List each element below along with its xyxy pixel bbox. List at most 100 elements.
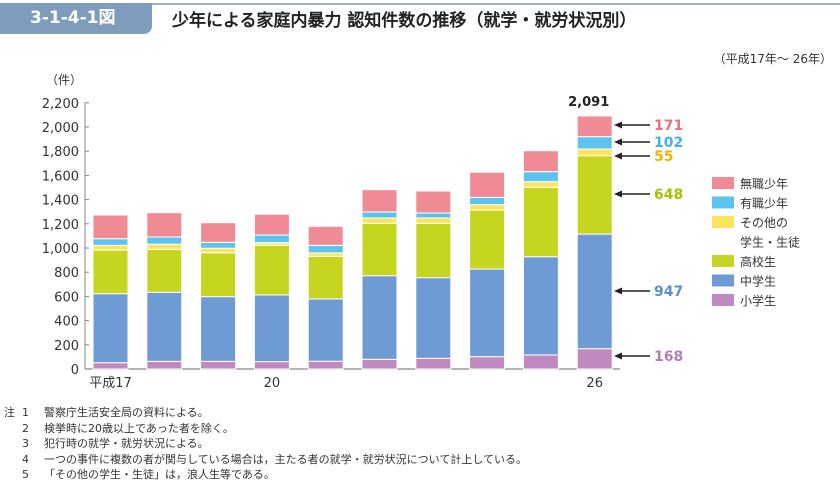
y-tick-label: 1,600 — [42, 169, 79, 184]
header-rule — [0, 3, 840, 5]
note-number: 4 — [22, 452, 29, 466]
bar-segment — [522, 181, 559, 188]
bar-segment — [146, 248, 183, 293]
note-text: 検挙時に20歳以上であった者を除く。 — [44, 421, 234, 435]
y-tick-label: 2,000 — [42, 121, 79, 136]
bar-segment — [576, 155, 613, 235]
bar-segment — [200, 241, 237, 249]
note-text: 一つの事件に複数の者が関与している場合は，主たる者の就学・就労状況について計上し… — [44, 452, 528, 466]
bar-segment — [92, 244, 129, 251]
y-tick-label: 800 — [54, 266, 79, 281]
bar-segment — [200, 296, 237, 362]
bar-segment — [576, 348, 613, 370]
legend-label: 学生・生徒 — [740, 235, 800, 250]
arrow-head — [614, 121, 622, 129]
bar-segment — [469, 171, 506, 198]
bar-segment — [253, 244, 290, 296]
notes: 注 1 警察庁生活安全局の資料による。 2 検挙時に20歳以上であった者を除く。 3 犯… — [4, 405, 527, 483]
bar-segment — [361, 217, 398, 224]
bar-segment — [522, 354, 559, 370]
legend-label: 無職少年 — [740, 176, 788, 191]
bar-segment — [307, 298, 344, 362]
bar-segment — [146, 291, 183, 362]
bar-segment — [200, 222, 237, 243]
y-tick-label: 1,000 — [42, 242, 79, 257]
stacked-bar-chart: （件） 0 200 400 600 800 1,000 1,200 1,400 1,600 1,80… — [42, 73, 800, 391]
y-tick-label: 1,400 — [42, 194, 79, 209]
bar-segment — [361, 275, 398, 360]
bar-segment — [146, 212, 183, 238]
y-axis-title: （件） — [46, 73, 82, 87]
bar-segment — [307, 244, 344, 254]
bar-segment — [253, 294, 290, 363]
value-label: 168 — [654, 349, 683, 365]
y-tick-label: 400 — [54, 315, 79, 330]
bar-segment — [253, 234, 290, 244]
bar-segment — [361, 211, 398, 219]
x-tick-label: 20 — [264, 376, 281, 391]
bar-segment — [469, 209, 506, 270]
bar-segment — [146, 360, 183, 370]
y-tick-label: 2,200 — [42, 97, 79, 112]
note-row: 4 一つの事件に複数の者が関与している場合は，主たる者の就学・就労状況について計上… — [4, 452, 527, 468]
note-number: 2 — [22, 421, 29, 435]
arrow-head — [614, 287, 622, 295]
note-head: 注 — [4, 406, 15, 419]
legend-label: 小学生 — [740, 293, 776, 308]
bar-segment — [522, 150, 559, 173]
arrow-head — [614, 352, 622, 360]
bar-segment — [469, 196, 506, 206]
y-tick-label: 200 — [54, 339, 79, 354]
legend-swatch — [712, 216, 734, 228]
bar-segment — [522, 171, 559, 183]
legend-swatch — [712, 255, 734, 267]
y-tick-label: 0 — [71, 363, 79, 378]
bar-segment — [415, 190, 452, 214]
legend-label: 有職少年 — [740, 197, 788, 211]
bar-segment — [576, 233, 613, 350]
bar-segment — [415, 222, 452, 279]
bar-segment — [146, 243, 183, 250]
bar-segment — [92, 249, 129, 295]
bar-segment — [361, 358, 398, 370]
bar-segment — [469, 204, 506, 211]
note-row: 2 検挙時に20歳以上であった者を除く。 — [4, 421, 527, 437]
legend-swatch — [712, 274, 734, 287]
y-tick-label: 1,200 — [42, 218, 79, 233]
bar-segment — [415, 217, 452, 224]
bar-segment — [200, 360, 237, 370]
bar-segment — [253, 213, 290, 236]
legend-label: 高校生 — [740, 254, 776, 269]
note-text: 犯行時の就学・就労状況による。 — [44, 437, 209, 450]
bar-segment — [415, 212, 452, 219]
legend-label: その他の — [740, 216, 788, 230]
note-row: 5 「その他の学生・生徒」は，浪人生等である。 — [4, 467, 527, 483]
total-label: 2,091 — [568, 95, 609, 110]
bar-segment — [92, 214, 129, 240]
bar-segment — [361, 222, 398, 277]
note-text: 警察庁生活安全局の資料による。 — [44, 406, 209, 419]
bar-segment — [469, 356, 506, 370]
legend-swatch — [712, 177, 734, 189]
bar-segment — [307, 225, 344, 246]
arrow-head — [614, 138, 622, 146]
bar-segment — [92, 293, 129, 364]
x-tick-label: 26 — [586, 376, 603, 391]
bar-segment — [307, 252, 344, 257]
note-number: 3 — [22, 437, 29, 450]
y-tick-label: 600 — [54, 290, 79, 305]
value-label: 102 — [654, 135, 683, 151]
note-row: 注 1 警察庁生活安全局の資料による。 — [4, 405, 527, 421]
bar-segment — [415, 357, 452, 370]
figure-number: 3-1-4-1図 — [0, 3, 152, 34]
bar-segment — [415, 277, 452, 359]
bar-segment — [576, 115, 613, 138]
value-label: 947 — [654, 284, 683, 300]
note-number: 5 — [22, 468, 29, 481]
bar-segment — [92, 362, 129, 370]
bar-segment — [200, 247, 237, 254]
y-tick-label: 1,800 — [42, 145, 79, 160]
period-label: （平成17年～ 26年） — [713, 52, 832, 66]
note-text: 「その他の学生・生徒」は，浪人生等である。 — [44, 468, 275, 481]
